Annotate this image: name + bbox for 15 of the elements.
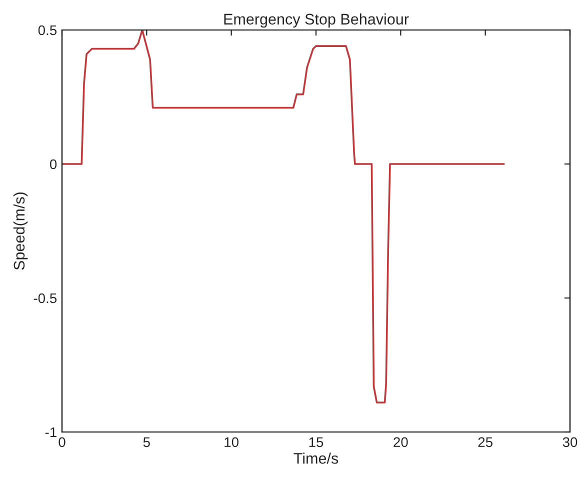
chart-title: Emergency Stop Behaviour: [224, 13, 409, 28]
x-tick-label: 0: [58, 437, 66, 448]
y-tick-label: -0.5: [34, 293, 57, 304]
x-tick-label: 20: [394, 437, 408, 448]
y-tick-label: 0: [50, 159, 57, 170]
y-tick-label: -1: [45, 427, 56, 438]
x-tick-label: 30: [562, 437, 578, 448]
y-tick-label: 0.5: [38, 25, 57, 36]
x-axis-title: Time/s: [294, 452, 338, 464]
x-tick-label: 5: [143, 437, 150, 448]
x-tick-label: 25: [478, 437, 492, 448]
x-tick-label: 15: [309, 437, 324, 448]
line-series: [62, 30, 505, 404]
y-axis-title: Speed(m/s): [13, 192, 28, 270]
x-tick-label: 10: [224, 437, 239, 448]
